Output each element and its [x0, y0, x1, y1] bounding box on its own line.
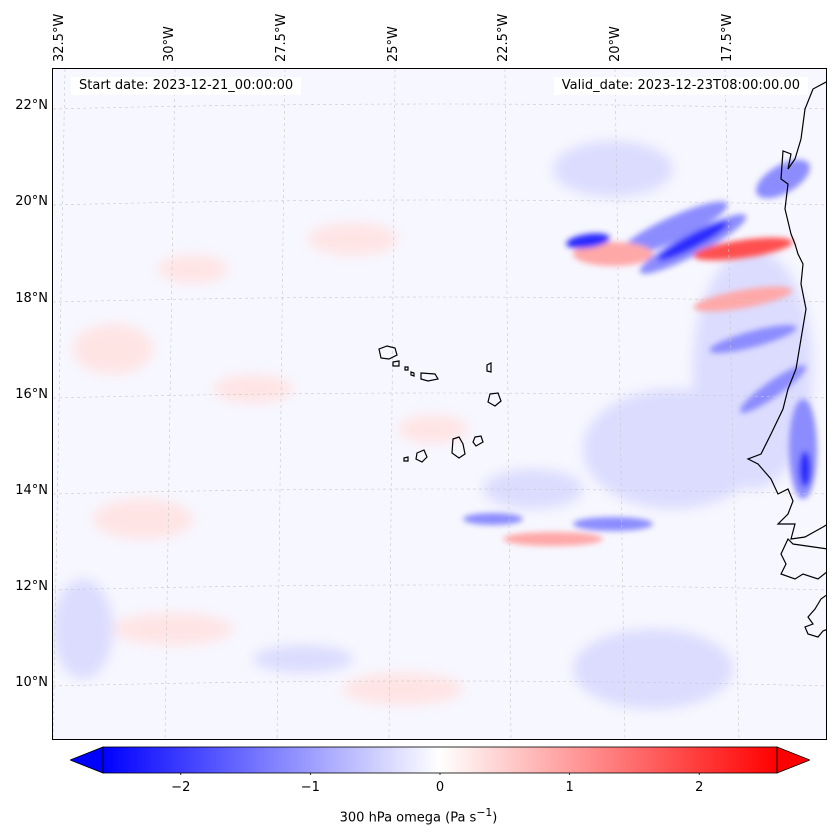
strong-pos-band: [693, 237, 793, 261]
weak-pos-patch: [113, 613, 233, 645]
island-outline: [410, 371, 415, 377]
valid-date-label: Valid_date: 2023-12-23T08:00:00.00: [553, 77, 808, 95]
omega-field-map: [53, 69, 826, 739]
lat-label: 14°N: [15, 483, 48, 498]
strong-neg-band: [566, 233, 610, 249]
lon-gridline: [276, 69, 286, 739]
coastlines: [746, 81, 826, 638]
island-outline: [486, 362, 492, 373]
mid-pos-band: [573, 242, 653, 266]
island-outline: [404, 366, 409, 371]
mid-pos-band: [693, 286, 793, 312]
weak-neg-patch: [573, 629, 733, 709]
island-outline: [472, 435, 484, 447]
colorbar-tick-label: −1: [300, 780, 320, 795]
colorbar-tick-label: −2: [171, 780, 191, 795]
lon-label: 32.5°W: [52, 13, 67, 62]
colorbar-body: [102, 746, 778, 774]
lat-gridline: [53, 584, 826, 591]
africa-coastline: [804, 594, 826, 638]
colorbar: [70, 746, 810, 775]
lat-gridline: [53, 103, 826, 110]
lat-gridline: [53, 296, 826, 303]
lon-label: 27.5°W: [274, 13, 289, 62]
mid-pos-band: [503, 532, 603, 546]
island-outline: [403, 456, 409, 462]
weak-neg-patch: [53, 579, 113, 679]
weak-neg-patch: [253, 645, 353, 673]
lat-label: 10°N: [15, 675, 48, 690]
weak-pos-patch: [343, 673, 463, 705]
lon-label: 20°W: [608, 26, 623, 62]
weak-neg-patch: [553, 141, 673, 197]
weak-pos-patch: [73, 324, 153, 374]
lat-label: 22°N: [15, 98, 48, 113]
colorbar-max-arrow: [776, 746, 810, 774]
weak-pos-patch: [158, 255, 228, 283]
strong-neg-band: [799, 451, 811, 487]
lat-label: 16°N: [15, 387, 48, 402]
lat-label: 12°N: [15, 579, 48, 594]
lat-gridline: [53, 199, 826, 206]
weak-pos-patch: [308, 223, 398, 255]
cape-verde-islands: [378, 345, 502, 463]
map-panel[interactable]: Start date: 2023-12-21_00:00:00 Valid_da…: [52, 68, 827, 740]
lon-gridline: [164, 69, 176, 739]
colorbar-label: 300 hPa omega (Pa s−1): [339, 806, 498, 826]
lon-gridline: [504, 69, 512, 739]
colorbar-tick-label: 1: [565, 780, 574, 795]
weak-anomaly-patches: [53, 141, 813, 709]
island-outline: [392, 360, 400, 367]
colorbar-tickmarks: [180, 773, 700, 775]
weak-pos-patch: [93, 499, 193, 539]
lon-label: 30°W: [162, 26, 177, 62]
lon-label: 17.5°W: [720, 13, 735, 62]
strong-neg-band: [657, 221, 729, 261]
lon-label: 25°W: [386, 26, 401, 62]
lon-label: 22.5°W: [496, 13, 511, 62]
island-outline: [378, 345, 398, 360]
colorbar-tick-label: 2: [695, 780, 704, 795]
lat-gridline: [53, 680, 826, 687]
island-outline: [451, 436, 466, 459]
strong-anomaly-bands: [463, 159, 817, 546]
lat-gridline: [53, 392, 826, 399]
weak-pos-patch: [398, 415, 468, 443]
colorbar-tick-label: 0: [435, 780, 445, 795]
lon-gridline: [53, 69, 66, 739]
island-outline: [420, 372, 439, 382]
lon-gridline: [724, 69, 740, 739]
lat-label: 20°N: [15, 194, 48, 209]
mid-neg-band: [573, 517, 653, 531]
africa-coastline: [746, 81, 826, 540]
lon-gridline: [388, 69, 396, 739]
africa-coastline: [780, 537, 826, 580]
lat-label: 18°N: [15, 291, 48, 306]
start-date-label: Start date: 2023-12-21_00:00:00: [71, 77, 302, 95]
lat-gridline: [53, 488, 826, 495]
island-outline: [415, 449, 428, 463]
mid-neg-band: [739, 365, 807, 413]
mid-neg-band: [618, 201, 728, 257]
mid-neg-band: [756, 159, 810, 199]
mid-neg-band: [709, 325, 797, 353]
island-outline: [487, 392, 502, 407]
weak-pos-patch: [213, 375, 293, 403]
graticule: [53, 69, 826, 739]
colorbar-min-arrow: [70, 746, 104, 774]
mid-neg-band: [463, 513, 523, 525]
lon-gridline: [614, 69, 626, 739]
